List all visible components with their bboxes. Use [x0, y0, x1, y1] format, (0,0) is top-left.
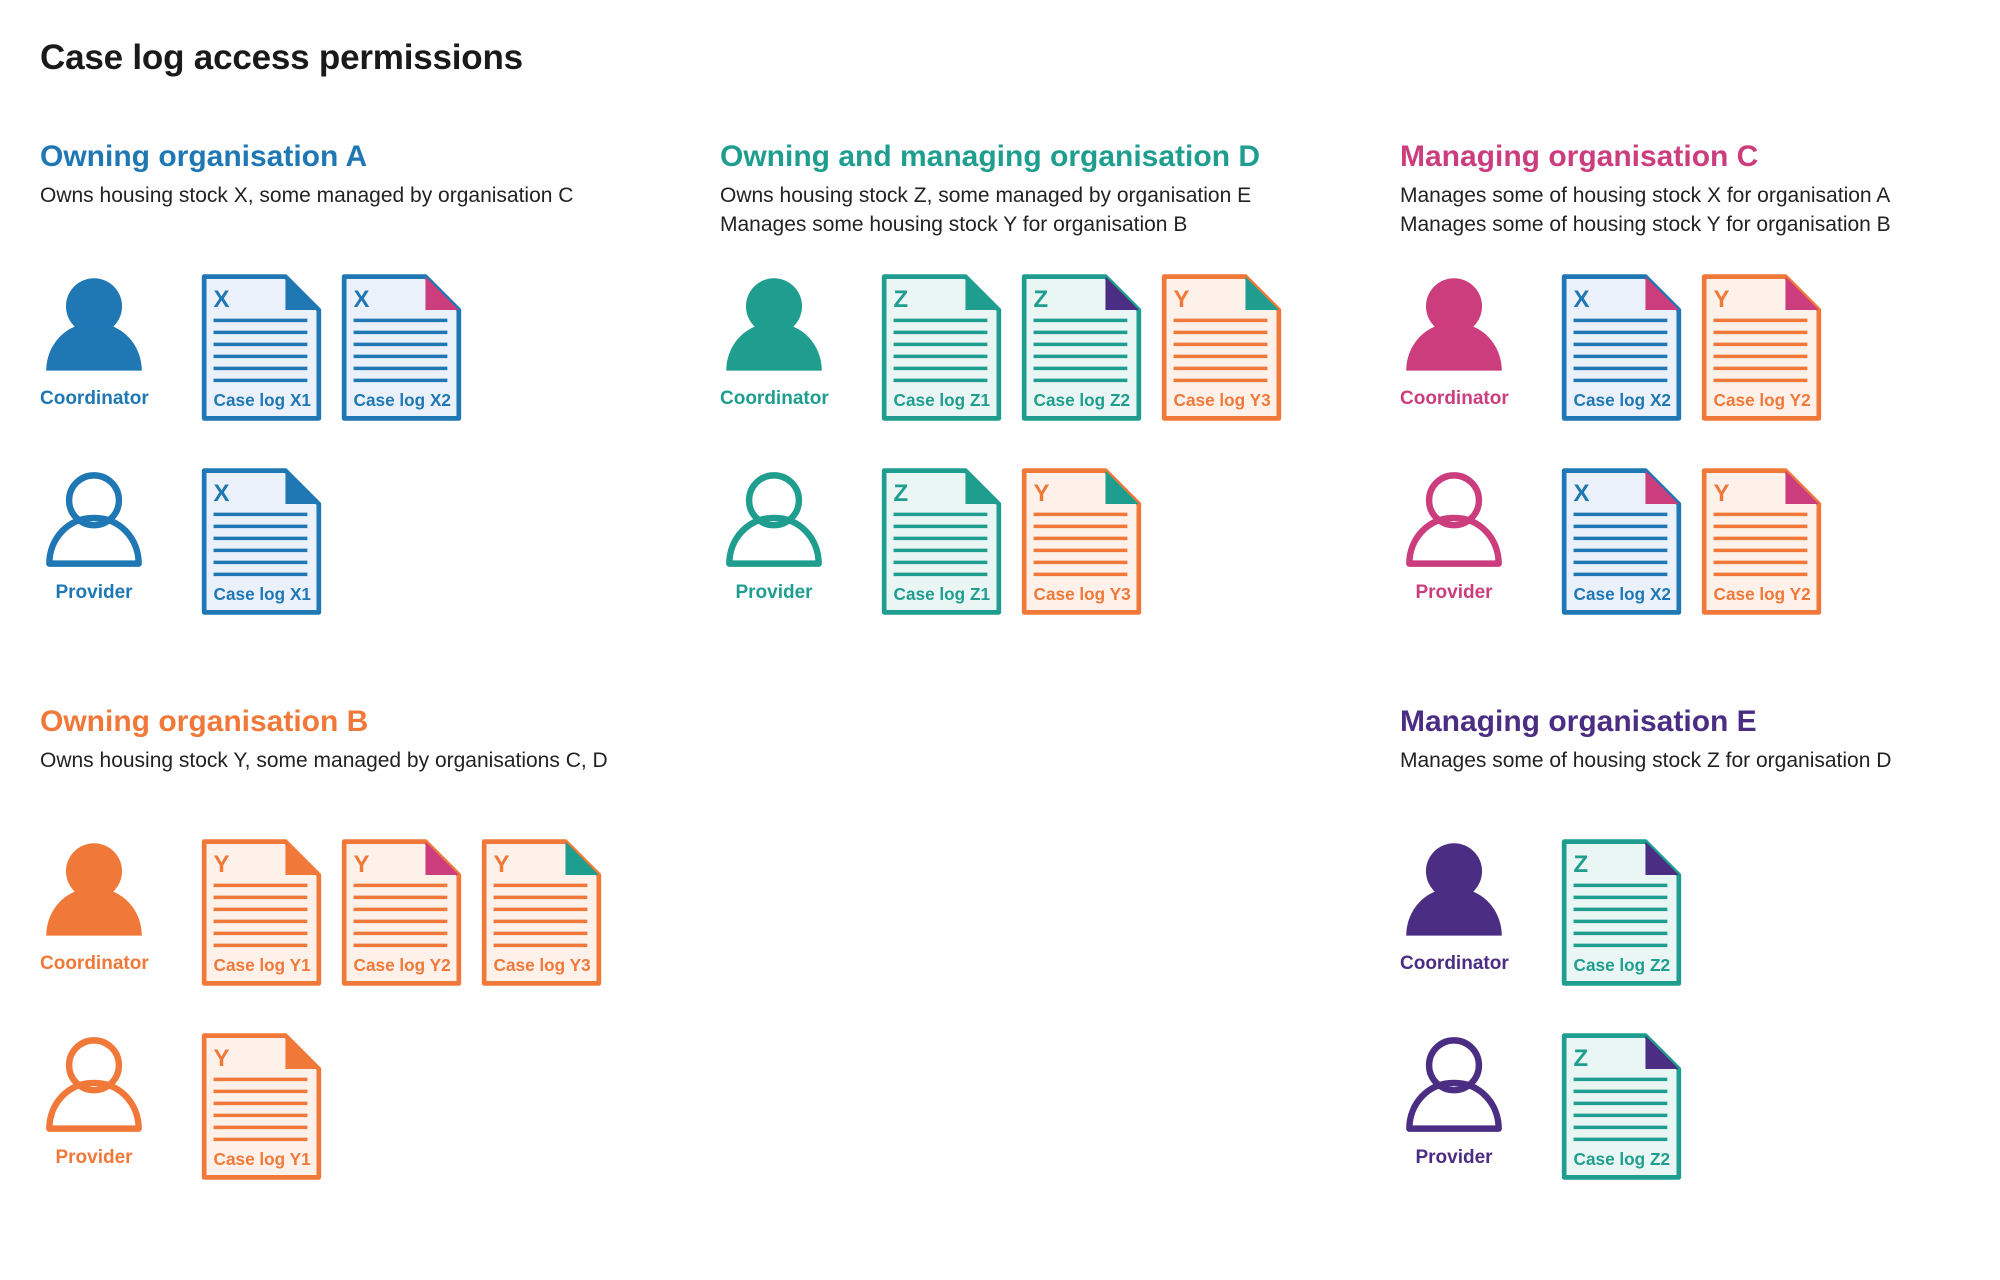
svg-text:Case log X2: Case log X2 — [354, 390, 451, 410]
svg-text:Case log Y2: Case log Y2 — [1714, 390, 1811, 410]
svg-text:Case log Y1: Case log Y1 — [214, 1149, 312, 1169]
svg-text:Y: Y — [494, 851, 510, 878]
svg-text:Y: Y — [354, 851, 370, 878]
svg-text:Z: Z — [1574, 851, 1589, 878]
svg-text:Case log Y3: Case log Y3 — [494, 955, 591, 975]
svg-text:Case log Z2: Case log Z2 — [1574, 955, 1670, 975]
svg-text:Case log X2: Case log X2 — [1574, 390, 1671, 410]
svg-text:X: X — [214, 286, 230, 313]
svg-text:Z: Z — [1034, 286, 1049, 313]
svg-text:Case log Y3: Case log Y3 — [1174, 390, 1271, 410]
svg-text:Z: Z — [894, 480, 909, 507]
svg-text:Y: Y — [1714, 480, 1730, 507]
svg-text:Case log X1: Case log X1 — [214, 390, 312, 410]
svg-text:Y: Y — [214, 1045, 230, 1072]
svg-text:Y: Y — [1714, 286, 1730, 313]
svg-text:X: X — [354, 286, 370, 313]
svg-text:Case log X1: Case log X1 — [214, 584, 312, 604]
svg-text:Case log Z1: Case log Z1 — [894, 390, 991, 410]
svg-text:Z: Z — [894, 286, 909, 313]
svg-text:Case log X2: Case log X2 — [1574, 584, 1671, 604]
svg-text:Case log Z2: Case log Z2 — [1574, 1149, 1670, 1169]
svg-text:Case log Y1: Case log Y1 — [214, 955, 312, 975]
svg-text:Y: Y — [214, 851, 230, 878]
svg-text:Y: Y — [1034, 480, 1050, 507]
svg-text:Case log Z2: Case log Z2 — [1034, 390, 1130, 410]
svg-text:Case log Y2: Case log Y2 — [1714, 584, 1811, 604]
svg-text:Case log Y3: Case log Y3 — [1034, 584, 1131, 604]
svg-text:Case log Y2: Case log Y2 — [354, 955, 451, 975]
svg-text:X: X — [1574, 480, 1590, 507]
svg-text:Case log Z1: Case log Z1 — [894, 584, 991, 604]
svg-text:X: X — [214, 480, 230, 507]
svg-text:Z: Z — [1574, 1045, 1589, 1072]
svg-text:X: X — [1574, 286, 1590, 313]
svg-text:Y: Y — [1174, 286, 1190, 313]
